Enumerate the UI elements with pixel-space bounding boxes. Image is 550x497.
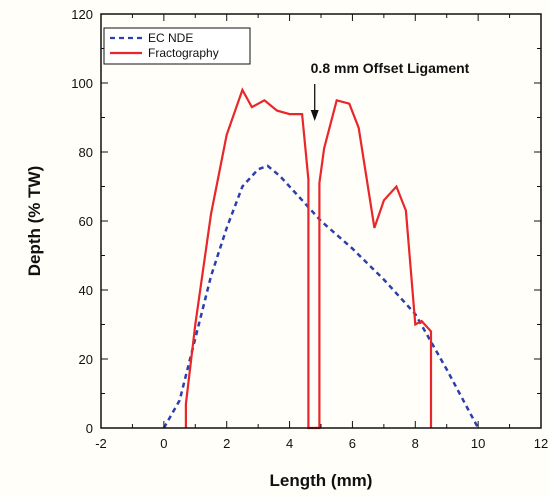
x-tick-label: 12 — [534, 436, 548, 451]
x-tick-label: 10 — [471, 436, 485, 451]
series-line-fractography — [184, 87, 433, 430]
x-tick-label: 6 — [349, 436, 356, 451]
x-axis-label: Length (mm) — [270, 471, 373, 490]
y-tick-label: 20 — [79, 352, 93, 367]
y-tick-label: 0 — [86, 421, 93, 436]
annotation: 0.8 mm Offset Ligament — [311, 60, 470, 121]
legend-box — [103, 27, 251, 65]
annotation-label: 0.8 mm Offset Ligament — [311, 60, 470, 76]
x-tick-label: 0 — [160, 436, 167, 451]
y-axis-label: Depth (% TW) — [25, 166, 44, 276]
y-axis: 0 20 40 60 80 100 120 — [71, 7, 541, 436]
x-tick-label: 8 — [412, 436, 419, 451]
legend-entry: Fractography — [148, 46, 219, 60]
plot-area — [162, 87, 480, 430]
y-tick-label: 60 — [79, 214, 93, 229]
x-tick-label: 2 — [223, 436, 230, 451]
plot-frame — [100, 13, 542, 429]
y-tick-label: 100 — [71, 76, 93, 91]
y-tick-label: 120 — [71, 7, 93, 22]
legend-entry: EC NDE — [148, 31, 193, 45]
annotation-arrow-head — [310, 109, 319, 121]
x-axis: -2 0 2 4 6 8 10 12 — [95, 14, 548, 451]
series-line-ec-nde — [162, 164, 480, 429]
y-tick-label: 80 — [79, 145, 93, 160]
x-tick-label: -2 — [95, 436, 107, 451]
y-tick-label: 40 — [79, 283, 93, 298]
x-tick-label: 4 — [286, 436, 293, 451]
